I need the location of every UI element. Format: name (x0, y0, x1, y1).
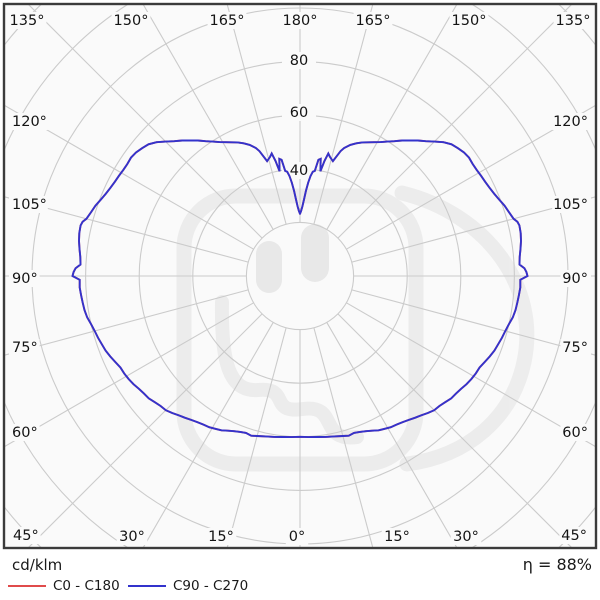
angle-label: 135° (10, 13, 45, 29)
efficiency-label: η = 88% (522, 555, 592, 574)
angle-label: 150° (114, 13, 149, 29)
angle-label: 120° (553, 114, 588, 130)
angle-label-halo (450, 528, 482, 545)
grid-spoke (142, 322, 274, 548)
angle-labels: 135° 150° 165° 180° 165° 150° 135° 120° 105° 90° 7… (7, 12, 593, 545)
angle-label: 0° (289, 529, 305, 545)
grid-spoke (313, 4, 374, 225)
plot-border (2, 2, 598, 550)
grid-spoke (4, 104, 254, 250)
angle-label-halo (353, 12, 393, 29)
angle-label-halo (207, 12, 247, 29)
angle-label: 60° (12, 425, 38, 441)
grid-spoke (4, 289, 249, 356)
angle-label: 150° (452, 13, 487, 29)
radial-tick-label: 60 (290, 105, 308, 121)
angle-label-halo (280, 12, 320, 29)
angle-label-halo (449, 12, 489, 29)
angle-label-halo (116, 528, 148, 545)
angle-label-halo (560, 270, 591, 287)
angle-label-halo (560, 424, 591, 441)
plot-clip-group: 40 60 80 (4, 4, 596, 548)
angle-label: 75° (12, 340, 38, 356)
radial-tick-halo (282, 104, 316, 121)
angle-label: 45° (13, 528, 39, 544)
angle-label: 180° (283, 13, 318, 29)
angle-label-halo (553, 12, 593, 29)
angle-label: 30° (119, 529, 145, 545)
angle-label-halo (552, 196, 591, 213)
watermark-prong-right (301, 224, 329, 282)
angle-label-halo (10, 527, 41, 544)
grid-spoke (326, 322, 458, 548)
angle-label: 15° (208, 529, 234, 545)
angle-label-halo (9, 339, 40, 356)
angle-label: 165° (356, 13, 391, 29)
angle-label: 60° (562, 425, 588, 441)
angle-label: 15° (384, 529, 410, 545)
angle-label: 75° (562, 340, 588, 356)
angle-label: 120° (12, 114, 47, 130)
intensity-curve-c90-c270 (71, 139, 529, 439)
units-label: cd/klm (12, 556, 63, 574)
angle-label-halo (285, 528, 309, 545)
grid-spoke (351, 289, 596, 356)
angle-label-halo (552, 113, 591, 130)
grid-spoke (4, 302, 254, 448)
angle-label: 45° (561, 528, 587, 544)
grid-spoke (4, 196, 249, 263)
legend-line-red (8, 585, 46, 587)
angle-label: 165° (210, 13, 245, 29)
legend-line-blue (128, 585, 166, 587)
radial-tick-label: 40 (290, 163, 308, 179)
angle-label-halo (9, 113, 48, 130)
angle-label-halo (9, 424, 40, 441)
angle-label-halo (9, 196, 48, 213)
grid-spoke (142, 4, 274, 230)
polar-chart-canvas: 40 60 80 135° 150° 165° 180° 165° 150° 135° 120° 10… (2, 2, 598, 550)
watermark-swoosh (394, 185, 535, 472)
watermark-prong-left (256, 241, 282, 293)
angle-label-halo (7, 12, 47, 29)
grid-spoke (346, 302, 596, 448)
grid-spoke (351, 196, 596, 263)
grid-spoke (226, 327, 287, 548)
angle-label-halo (111, 12, 151, 29)
angle-label-halo (9, 270, 40, 287)
angle-label: 105° (12, 197, 47, 213)
angle-label-halo (560, 339, 591, 356)
angle-label: 135° (556, 13, 591, 29)
grid-spoke (226, 4, 287, 225)
legend-label-c90-c270: C90 - C270 (173, 578, 249, 594)
angle-label: 90° (12, 271, 38, 287)
angle-label-halo (559, 527, 590, 544)
angle-label: 105° (553, 197, 588, 213)
watermark-cable (214, 295, 364, 445)
legend-label-c0-c180: C0 - C180 (53, 578, 120, 594)
angle-label-halo (381, 528, 413, 545)
legend-item-c90-c270: C90 - C270 (128, 579, 248, 593)
radial-tick-halo (282, 52, 316, 69)
grid-spoke (313, 327, 374, 548)
grid-spoke (346, 104, 596, 250)
radial-tick-label: 80 (290, 53, 308, 69)
legend-item-c0-c180: C0 - C180 (8, 579, 120, 593)
angle-label: 90° (562, 271, 588, 287)
angle-label: 30° (453, 529, 479, 545)
angle-label-halo (205, 528, 237, 545)
grid-spoke (326, 4, 458, 230)
radial-tick-halo (282, 162, 316, 179)
